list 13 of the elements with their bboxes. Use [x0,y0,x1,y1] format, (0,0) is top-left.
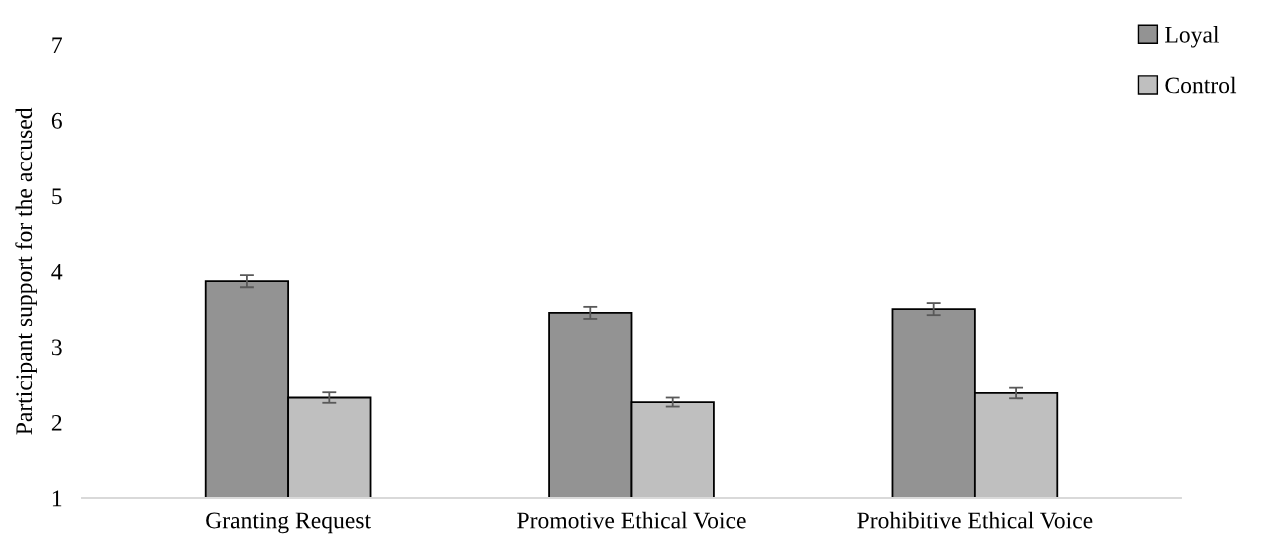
legend-label: Loyal [1165,26,1220,48]
y-tick-label: 3 [51,339,62,356]
x-tick-label: Granting Request [206,512,371,534]
y-tick-label: 5 [52,188,62,205]
y-tick-label: 6 [51,112,62,129]
y-tick-label: 2 [51,414,62,431]
y-tick-label: 7 [52,37,62,53]
y-tick-label: 4 [51,264,63,280]
x-tick-label: Prohibitive Ethical Voice [857,511,1093,529]
x-tick-label: Promotive Ethical Voice [517,511,746,529]
legend-label: Control [1165,76,1237,94]
y-axis-title: Participant support for the accused [15,107,37,435]
y-tick-label: 1 [52,490,62,507]
